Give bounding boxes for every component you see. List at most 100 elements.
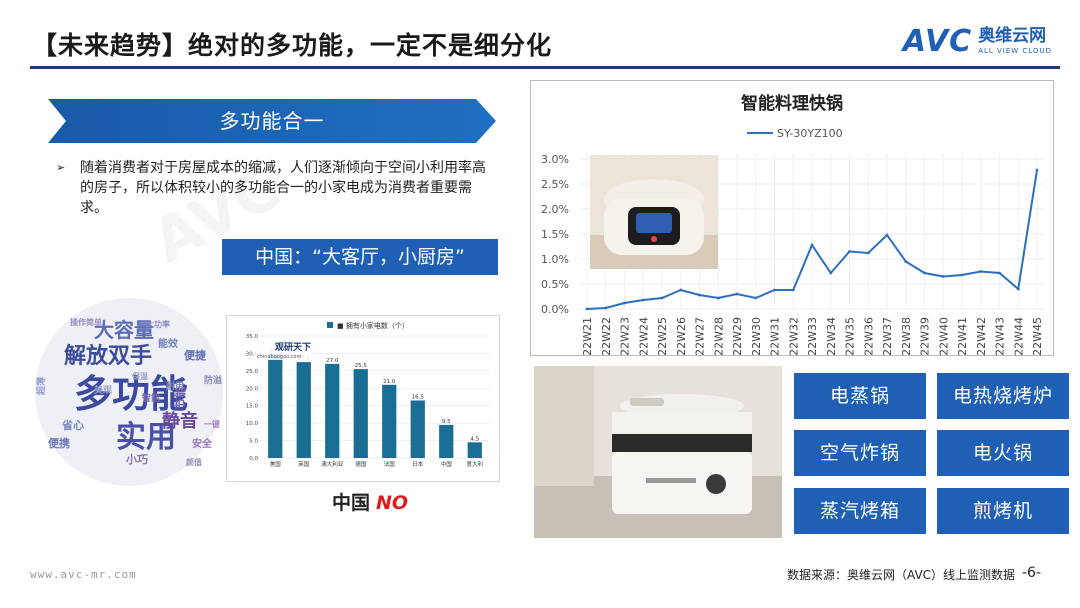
- line-point: [660, 296, 664, 300]
- word-cloud-word: 安全: [192, 437, 213, 450]
- page-number: -6-: [1022, 565, 1042, 581]
- line-point: [641, 298, 645, 302]
- mini-y-tick: 35.0: [246, 334, 259, 340]
- mini-x-tick: 澳大利亚: [321, 460, 344, 468]
- category-tile: 煎烤机: [937, 488, 1069, 534]
- china-highlight-box: 中国：“大客厅，小厨房”: [222, 239, 498, 275]
- line-x-tick: 22W38: [900, 317, 913, 356]
- line-point: [829, 271, 833, 275]
- mini-legend-label: ■ 拥有小家电数（个）: [337, 321, 409, 330]
- line-point: [1035, 168, 1039, 172]
- word-cloud-word: 智能: [142, 392, 160, 404]
- line-y-tick: 0.0%: [541, 303, 569, 316]
- line-point: [716, 296, 720, 300]
- mini-y-tick: 15.0: [246, 404, 259, 410]
- word-cloud-word: 便捷: [184, 348, 207, 362]
- line-y-tick: 2.0%: [541, 203, 569, 216]
- mini-x-tick: 德国: [355, 460, 367, 468]
- mini-bar: [439, 424, 454, 458]
- mini-x-tick: 日本: [412, 460, 424, 468]
- line-point: [960, 273, 964, 277]
- category-tile: 电热烧烤炉: [937, 373, 1069, 419]
- category-tile: 蒸汽烤箱: [794, 488, 926, 534]
- word-cloud-word: 能效: [158, 337, 179, 350]
- word-cloud-word: 美观: [94, 384, 112, 396]
- line-x-tick: 22W39: [919, 317, 932, 356]
- mini-legend-swatch: [327, 322, 333, 328]
- mini-value-label: 16.5: [412, 394, 425, 400]
- mini-bar: [353, 369, 368, 458]
- line-y-tick: 0.5%: [541, 278, 569, 291]
- logo-cn-text: 奥维云网: [978, 26, 1047, 46]
- mini-brand-bg: [255, 338, 311, 360]
- mini-brand-name: 观研天下: [275, 342, 311, 353]
- line-point: [941, 275, 945, 278]
- category-tile: 电火锅: [937, 430, 1069, 476]
- data-source: 数据来源：奥维云网（AVC）线上监测数据: [787, 568, 1016, 582]
- mini-bar: [467, 442, 482, 458]
- line-chart-title: 智能料理快锅: [741, 93, 843, 114]
- mini-x-tick: 英国: [298, 460, 310, 468]
- mini-y-tick: 20.0: [246, 386, 259, 392]
- line-x-tick: 22W41: [956, 317, 969, 356]
- mini-bar: [268, 353, 283, 458]
- word-cloud-word: 便携: [48, 436, 70, 450]
- word-cloud-word: 省心: [61, 418, 84, 432]
- mini-value-label: 25.5: [355, 363, 368, 369]
- line-point: [848, 250, 851, 253]
- line-x-tick: 22W45: [1031, 317, 1044, 356]
- line-x-tick: 22W37: [881, 317, 894, 356]
- banner-arrow: [48, 99, 496, 143]
- line-point: [923, 271, 926, 275]
- logo-text-block: 奥维云网 ALL VIEW CLOUD: [978, 28, 1052, 55]
- mini-value-label: 4.5: [470, 436, 479, 442]
- line-x-tick: 22W32: [787, 317, 800, 356]
- line-x-tick: 22W40: [937, 317, 950, 356]
- word-cloud-word: 防溢: [204, 374, 222, 386]
- line-point: [791, 288, 795, 292]
- mini-y-tick: 25.0: [246, 369, 259, 375]
- line-point: [1016, 287, 1020, 291]
- mini-value-label: 21.0: [383, 379, 396, 385]
- line-x-tick: 22W34: [825, 317, 838, 356]
- banner-label: 多功能合一: [219, 109, 325, 133]
- line-point: [754, 296, 758, 300]
- word-cloud-word: 静音: [162, 410, 198, 432]
- line-x-tick: 22W33: [806, 317, 819, 356]
- line-x-tick: 22W23: [619, 317, 632, 356]
- line-point: [904, 260, 908, 263]
- line-x-tick: 22W43: [994, 317, 1007, 356]
- word-cloud-word: 节能: [173, 387, 187, 409]
- line-x-tick: 22W26: [675, 317, 688, 356]
- page-title: 【未来趋势】绝对的多功能，一定不是细分化: [32, 31, 553, 60]
- line-x-tick: 22W36: [862, 317, 875, 356]
- line-point: [735, 292, 739, 296]
- line-x-tick: 22W25: [656, 317, 669, 356]
- mini-value-label: 27.0: [326, 358, 339, 364]
- mini-y-tick: 10.0: [246, 421, 259, 427]
- mini-bar: [325, 363, 340, 458]
- mini-x-tick: 意大利: [466, 460, 483, 468]
- line-point: [679, 288, 683, 292]
- line-x-tick: 22W30: [750, 317, 763, 356]
- line-point: [773, 288, 776, 292]
- line-point: [585, 307, 589, 311]
- line-point: [698, 293, 701, 297]
- line-x-tick: 22W35: [844, 317, 857, 356]
- mini-bar: [382, 384, 397, 458]
- bullet-paragraph: ➢ 随着消费者对于房屋成本的缩减，人们逐渐倾向于空间小利用率高的房子，所以体积较…: [56, 158, 486, 218]
- mini-y-tick: 30.0: [246, 351, 259, 357]
- mini-x-tick: 法国: [384, 460, 396, 468]
- line-x-tick: 22W27: [694, 317, 707, 356]
- category-tile: 电蒸锅: [794, 373, 926, 419]
- mini-x-tick: 美国: [270, 460, 282, 468]
- bullet-marker: ➢: [56, 161, 66, 174]
- word-cloud-word: 实用: [116, 420, 176, 455]
- china-no-caption: 中国 NO: [332, 488, 408, 515]
- category-tile: 空气炸锅: [794, 430, 926, 476]
- word-cloud-word: 耐用: [166, 380, 184, 392]
- line-x-tick: 22W21: [581, 317, 594, 356]
- mini-bar: [410, 400, 425, 458]
- line-y-tick: 1.0%: [541, 253, 569, 266]
